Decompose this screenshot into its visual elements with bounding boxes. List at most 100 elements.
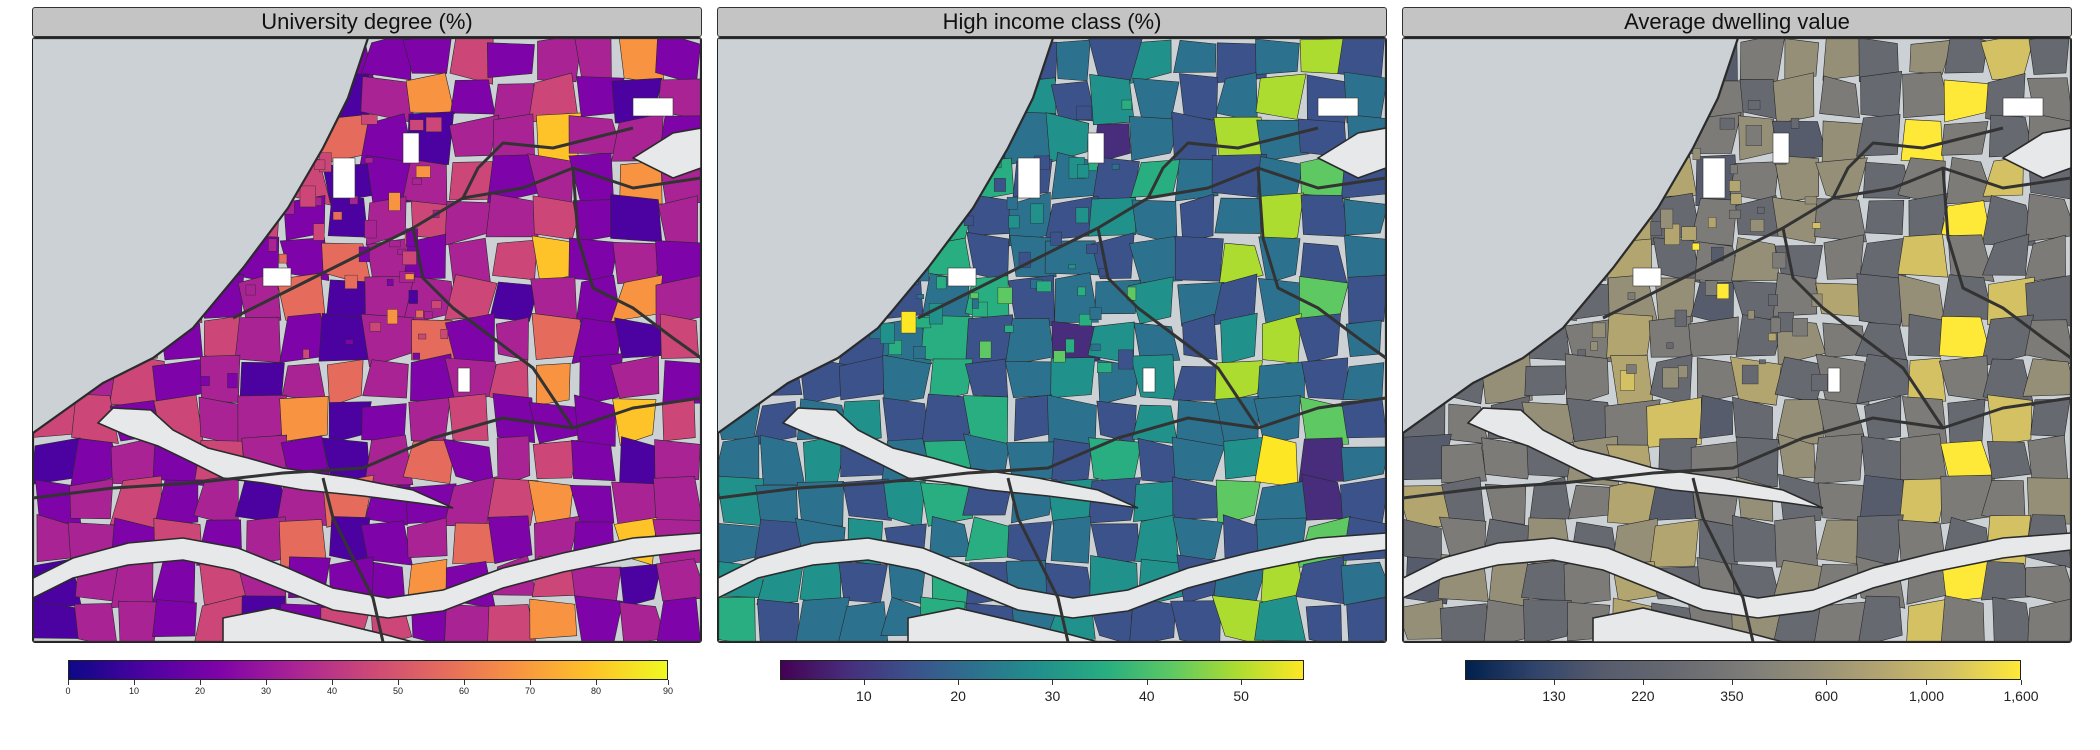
region-cell: [574, 595, 624, 642]
urban-cell: [425, 117, 442, 133]
urban-cell: [993, 178, 1006, 192]
urban-cell: [1111, 163, 1120, 170]
urban-cell: [1729, 209, 1741, 219]
region-cell: [1340, 561, 1386, 606]
region-cell: [655, 558, 701, 602]
urban-cell: [1577, 349, 1586, 357]
region-cell: [1128, 115, 1183, 161]
urban-cell: [227, 373, 238, 389]
region-cell: [529, 598, 578, 640]
legend-tick-label: 30: [260, 686, 272, 696]
choropleth-map: [717, 37, 1387, 643]
urban-cell: [1729, 164, 1738, 175]
region-cell: [118, 600, 160, 642]
region-cell: [1128, 276, 1174, 325]
region-cell: [402, 38, 453, 74]
urban-cell: [1650, 221, 1663, 236]
region-cell: [1855, 322, 1908, 360]
legend-tick-mark: [1642, 680, 1644, 685]
legend-tick-label: 90: [662, 686, 674, 696]
urban-cell: [979, 340, 992, 359]
no-data-area: [402, 132, 420, 164]
legend-tick-label: 20: [950, 688, 966, 704]
legend-tick-label: 80: [590, 686, 602, 696]
urban-cell: [1050, 231, 1062, 246]
region-cell: [1823, 234, 1865, 280]
legend-tick-mark: [1826, 680, 1828, 685]
region-cell: [71, 393, 119, 444]
legend-tick-label: 600: [1814, 688, 1839, 704]
urban-cell: [412, 352, 420, 360]
legend-tick-mark: [1731, 680, 1733, 685]
region-cell: [1909, 39, 1953, 75]
region-cell: [487, 515, 533, 564]
urban-cell: [364, 219, 377, 239]
region-cell: [532, 439, 581, 479]
no-data-area: [262, 267, 292, 287]
legend-tick-mark: [200, 680, 201, 685]
urban-cell: [1660, 208, 1674, 229]
region-cell: [1606, 312, 1654, 359]
legend-tick-label: 20: [194, 686, 206, 696]
region-cell: [1987, 394, 2033, 446]
legend-tick-mark: [668, 680, 669, 685]
legend-tick-label: 10: [128, 686, 140, 696]
region-cell: [1439, 603, 1493, 642]
region-cell: [1050, 357, 1096, 399]
color-legend-average-dwelling-value: 130 220 350 600 1,000 1,600: [1465, 660, 2039, 720]
region-cell: [2026, 477, 2071, 525]
region-cell: [1483, 599, 1529, 642]
region-cell: [796, 481, 844, 527]
region-cell: [1179, 193, 1215, 243]
urban-cell: [1747, 309, 1755, 320]
urban-cell: [1705, 280, 1718, 296]
urban-cell: [245, 284, 256, 296]
legend-tick-label: 130: [1542, 688, 1566, 704]
province-border: [1781, 227, 1945, 429]
legend-tick-label: 40: [326, 686, 338, 696]
coastline: [1403, 38, 2071, 642]
region-cell: [838, 561, 888, 604]
region-cell: [1813, 433, 1864, 485]
region-cell: [2025, 565, 2071, 608]
urban-cell: [415, 309, 424, 318]
urban-cell: [1812, 222, 1821, 229]
region-cell: [1862, 161, 1911, 199]
province-border: [1146, 126, 1319, 199]
province-border: [461, 126, 634, 199]
urban-cell: [344, 274, 358, 289]
region-cell: [281, 363, 327, 403]
region-cell: [2028, 38, 2070, 75]
urban-cell: [1662, 367, 1679, 389]
region-cell: [1173, 39, 1217, 73]
urban-cell: [1627, 292, 1636, 300]
urban-cell: [404, 273, 415, 280]
urban-cell: [302, 349, 310, 359]
legend-tick-mark: [530, 680, 531, 685]
urban-cell: [1079, 313, 1092, 326]
region-cell: [1865, 199, 1905, 235]
water-body: [631, 127, 701, 179]
region-cell: [535, 363, 571, 406]
province-border: [411, 227, 575, 429]
region-cell: [756, 599, 800, 642]
region-cell: [1856, 273, 1910, 328]
urban-cell: [1677, 365, 1688, 379]
region-cell: [653, 476, 701, 528]
legend-tick-mark: [596, 680, 597, 685]
region-cell: [1822, 38, 1865, 81]
region-cell: [882, 354, 932, 405]
legend-tick-label: 30: [1044, 688, 1061, 704]
urban-cell: [415, 165, 431, 178]
region-cell: [487, 604, 538, 642]
panel-title: University degree (%): [32, 7, 702, 37]
region-cell: [1736, 436, 1779, 488]
coastline: [33, 38, 701, 642]
region-cell: [449, 38, 494, 85]
region-cell: [1211, 595, 1264, 642]
urban-cell: [388, 192, 401, 211]
region-cell: [1346, 597, 1386, 642]
colorbar: [68, 660, 668, 680]
province-border: [1403, 396, 2071, 500]
urban-cell: [409, 119, 424, 131]
